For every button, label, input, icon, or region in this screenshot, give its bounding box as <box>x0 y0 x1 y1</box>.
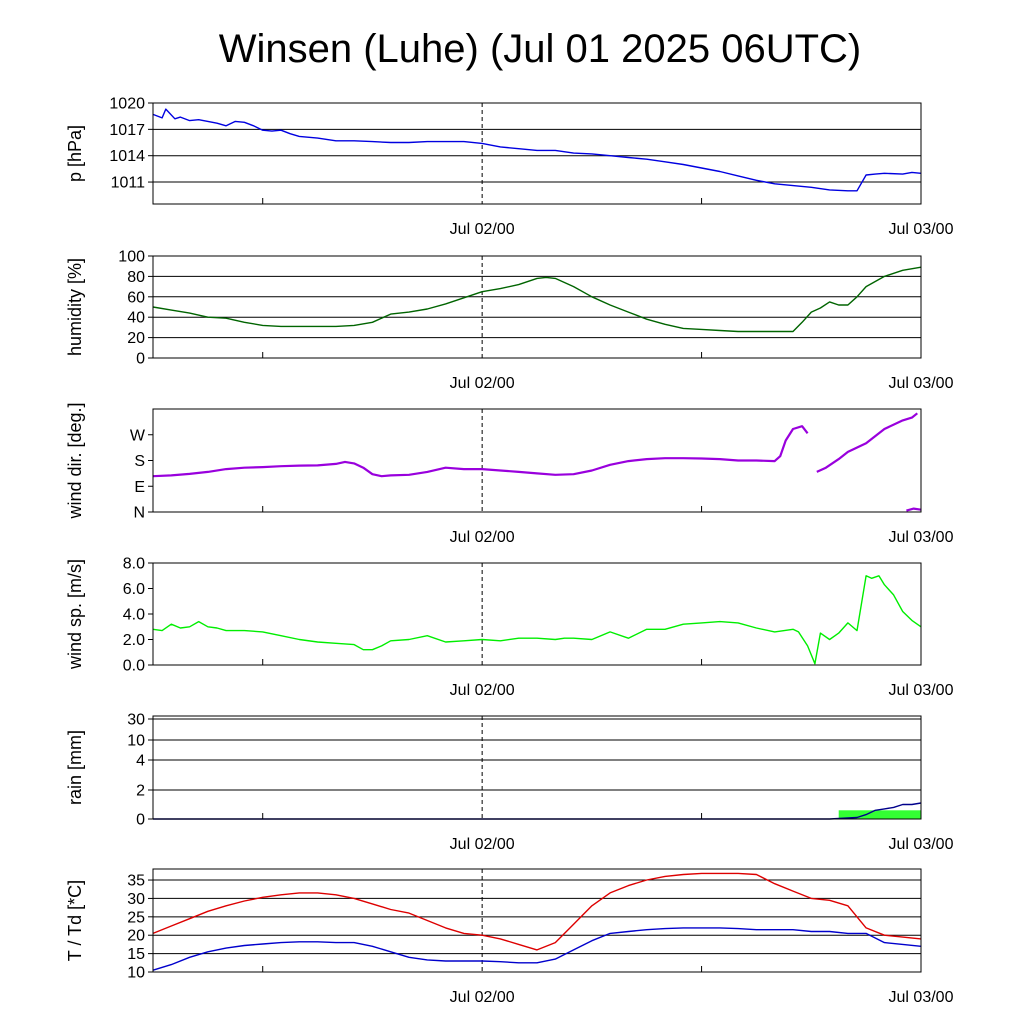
series-line-wind-dir <box>906 507 922 512</box>
x-tick-label: Jul 02/00 <box>450 529 515 546</box>
series-line-wind-dir <box>152 425 809 478</box>
panel-humidity: 0 20 40 60 80 100 Jul 02/00 Jul 03/00 humidity [… <box>65 249 954 393</box>
y-tick-label: 10 <box>127 965 145 982</box>
x-tick-label: Jul 02/00 <box>450 221 515 238</box>
x-tick-label: Jul 02/00 <box>450 989 515 1006</box>
y-tick-label: 2 <box>136 783 145 800</box>
y-tick-label: 4 <box>136 753 145 770</box>
y-tick-label: 6.0 <box>123 581 145 598</box>
x-tick-label: Jul 03/00 <box>889 836 954 853</box>
y-tick-label: 35 <box>127 873 145 890</box>
x-tick-label: Jul 02/00 <box>450 682 515 699</box>
plot-frame <box>152 255 922 359</box>
x-tick-label: Jul 03/00 <box>889 221 954 238</box>
y-axis-label: T / Td [*C] <box>65 880 85 961</box>
y-axis-label: wind sp. [m/s] <box>65 559 85 670</box>
series-line-wind-dir <box>816 412 918 473</box>
y-tick-label: 10 <box>127 733 145 750</box>
y-tick-label: 20 <box>127 928 145 945</box>
y-tick-label: 80 <box>127 269 145 286</box>
y-tick-label: 1014 <box>109 148 145 165</box>
series-line-dewpoint <box>152 927 922 971</box>
x-tick-label: Jul 03/00 <box>889 375 954 392</box>
y-tick-label: S <box>134 453 145 470</box>
y-tick-label: 30 <box>127 891 145 908</box>
y-tick-label: 8.0 <box>123 556 145 573</box>
chart-title: Winsen (Luhe) (Jul 01 2025 06UTC) <box>219 27 862 71</box>
y-axis-label: humidity [%] <box>65 258 85 356</box>
x-tick-label: Jul 03/00 <box>889 682 954 699</box>
series-line-wind-speed <box>152 575 922 665</box>
plot-frame <box>152 715 922 820</box>
y-axis-label: p [hPa] <box>65 125 85 182</box>
y-axis-label: wind dir. [deg.] <box>65 402 85 519</box>
series-line-rain-total <box>153 802 922 820</box>
x-tick-label: Jul 02/00 <box>450 836 515 853</box>
y-tick-label: 0 <box>136 812 145 829</box>
y-tick-label: 1020 <box>109 96 145 113</box>
y-axis-label: rain [mm] <box>65 730 85 805</box>
y-tick-label: 40 <box>127 310 145 327</box>
series-line-humidity <box>152 266 922 333</box>
y-tick-label: 25 <box>127 909 145 926</box>
y-tick-label: 0 <box>136 351 145 368</box>
y-tick-label: 1017 <box>109 122 145 139</box>
series-line-pressure <box>152 108 922 192</box>
y-tick-label: W <box>130 427 146 444</box>
y-tick-label: 30 <box>127 712 145 729</box>
x-tick-label: Jul 02/00 <box>450 375 515 392</box>
y-tick-label: 20 <box>127 330 145 347</box>
panel-rain: 0 2 4 10 30 Jul 02/00 Jul 03/00 rain [mm] <box>65 712 954 854</box>
series-line-temperature <box>152 872 922 951</box>
y-tick-label: 100 <box>118 249 145 266</box>
y-tick-label: 0.0 <box>123 658 145 675</box>
x-tick-label: Jul 03/00 <box>889 529 954 546</box>
panel-wind-speed: 0.0 2.0 4.0 6.0 8.0 Jul 02/00 Jul 03/00 wind sp… <box>65 556 954 700</box>
y-tick-label: 15 <box>127 946 145 963</box>
y-tick-label: 1011 <box>111 175 146 192</box>
plot-frame <box>152 562 922 666</box>
y-tick-label: 2.0 <box>123 632 145 649</box>
y-tick-label: 4.0 <box>123 607 145 624</box>
rain-bar <box>838 810 921 819</box>
panel-pressure: 1020 1017 1014 1011 Jul 02/00 Jul 03/00 p [hPa… <box>65 96 954 239</box>
plot-frame <box>152 408 922 513</box>
y-tick-label: E <box>134 479 145 496</box>
y-tick-label: N <box>133 505 145 522</box>
x-tick-label: Jul 03/00 <box>889 989 954 1006</box>
plot-frame <box>152 868 922 973</box>
plot-frame <box>152 102 922 205</box>
y-tick-label: 60 <box>127 289 145 306</box>
